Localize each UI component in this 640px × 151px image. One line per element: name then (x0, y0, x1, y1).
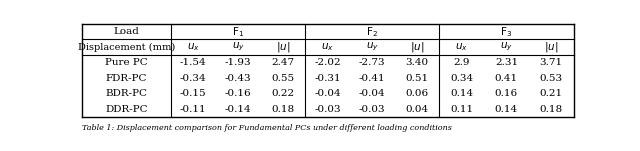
Text: 0.11: 0.11 (450, 105, 473, 114)
Text: -1.54: -1.54 (180, 58, 207, 67)
Text: $\mathrm{F}_2$: $\mathrm{F}_2$ (366, 25, 378, 39)
Text: -0.15: -0.15 (180, 89, 207, 98)
Text: 0.16: 0.16 (495, 89, 518, 98)
Text: 0.51: 0.51 (405, 74, 429, 83)
Text: -0.34: -0.34 (180, 74, 207, 83)
Text: 0.22: 0.22 (271, 89, 294, 98)
Text: 0.53: 0.53 (540, 74, 563, 83)
Text: 0.14: 0.14 (450, 89, 473, 98)
Text: 0.06: 0.06 (405, 89, 429, 98)
Text: 0.18: 0.18 (271, 105, 294, 114)
Text: $u_x$: $u_x$ (455, 41, 468, 53)
Text: 0.18: 0.18 (540, 105, 563, 114)
Text: -0.41: -0.41 (359, 74, 385, 83)
Text: -2.02: -2.02 (314, 58, 340, 67)
Text: $u_y$: $u_y$ (232, 41, 244, 53)
Text: $\mathrm{F}_3$: $\mathrm{F}_3$ (500, 25, 513, 39)
Text: $u_y$: $u_y$ (500, 41, 513, 53)
Text: Displacement (mm): Displacement (mm) (78, 43, 175, 52)
Text: -1.93: -1.93 (225, 58, 252, 67)
Text: -0.11: -0.11 (180, 105, 207, 114)
Text: 3.40: 3.40 (405, 58, 429, 67)
Text: -0.03: -0.03 (359, 105, 385, 114)
Text: 3.71: 3.71 (540, 58, 563, 67)
Text: -0.03: -0.03 (314, 105, 340, 114)
Text: Pure PC: Pure PC (106, 58, 148, 67)
Text: 2.47: 2.47 (271, 58, 294, 67)
Text: 2.31: 2.31 (495, 58, 518, 67)
Text: $|u|$: $|u|$ (276, 40, 290, 54)
Text: -0.04: -0.04 (359, 89, 385, 98)
Text: $|u|$: $|u|$ (544, 40, 558, 54)
Text: 0.04: 0.04 (405, 105, 429, 114)
Text: 0.14: 0.14 (495, 105, 518, 114)
Text: $u_x$: $u_x$ (321, 41, 334, 53)
Text: BDR-PC: BDR-PC (106, 89, 148, 98)
Text: 0.34: 0.34 (450, 74, 473, 83)
Text: -2.73: -2.73 (359, 58, 385, 67)
Text: 0.55: 0.55 (271, 74, 294, 83)
Text: $\mathrm{F}_1$: $\mathrm{F}_1$ (232, 25, 244, 39)
Text: -0.16: -0.16 (225, 89, 252, 98)
Text: -0.14: -0.14 (225, 105, 252, 114)
Text: 2.9: 2.9 (453, 58, 470, 67)
Text: 0.41: 0.41 (495, 74, 518, 83)
Text: DDR-PC: DDR-PC (106, 105, 148, 114)
Text: FDR-PC: FDR-PC (106, 74, 147, 83)
Text: -0.43: -0.43 (225, 74, 252, 83)
Text: 0.21: 0.21 (540, 89, 563, 98)
Text: -0.04: -0.04 (314, 89, 340, 98)
Text: Table 1: Displacement comparison for Fundamental PCs under different loading con: Table 1: Displacement comparison for Fun… (83, 124, 452, 132)
Text: -0.31: -0.31 (314, 74, 340, 83)
Text: $u_x$: $u_x$ (187, 41, 200, 53)
Text: Load: Load (114, 27, 140, 36)
Text: $|u|$: $|u|$ (410, 40, 424, 54)
Text: $u_y$: $u_y$ (365, 41, 379, 53)
